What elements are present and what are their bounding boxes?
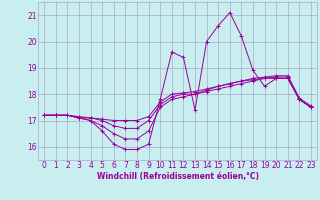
- X-axis label: Windchill (Refroidissement éolien,°C): Windchill (Refroidissement éolien,°C): [97, 172, 259, 181]
